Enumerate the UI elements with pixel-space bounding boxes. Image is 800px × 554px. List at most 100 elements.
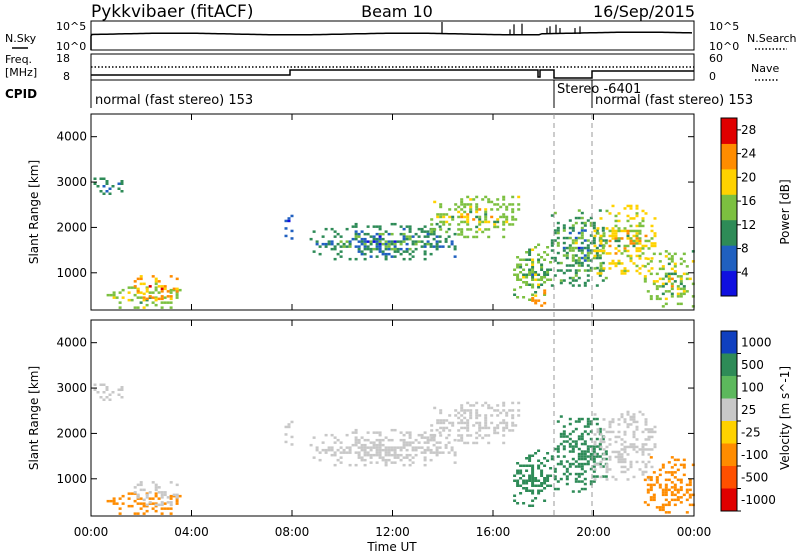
- echo-cell: [496, 414, 500, 417]
- echo-cell: [617, 249, 621, 253]
- echo-cell: [145, 287, 149, 291]
- echo-cell: [638, 410, 642, 414]
- power-colorbar-swatch: [721, 143, 737, 170]
- echo-cell: [154, 282, 158, 286]
- echo-cell: [559, 279, 563, 282]
- echo-cell: [345, 227, 349, 231]
- echo-cell: [351, 431, 355, 434]
- echo-cell: [381, 458, 385, 462]
- echo-cell: [649, 483, 653, 487]
- echo-cell: [658, 277, 662, 281]
- echo-cell: [644, 420, 648, 424]
- echo-cell: [487, 235, 491, 239]
- echo-cell: [537, 261, 541, 264]
- echo-cell: [673, 498, 677, 502]
- echo-cell: [457, 228, 461, 231]
- echo-cell: [593, 453, 597, 456]
- y-tick-label: 1000: [56, 472, 87, 486]
- echo-cell: [148, 497, 152, 500]
- echo-cell: [445, 230, 449, 234]
- echo-cell: [426, 235, 430, 238]
- echo-cell: [136, 496, 140, 499]
- echo-cell: [463, 411, 467, 415]
- echo-cell: [611, 420, 615, 424]
- echo-cell: [604, 457, 608, 461]
- echo-cell: [682, 473, 686, 477]
- echo-cell: [531, 482, 535, 485]
- echo-cell: [439, 213, 443, 216]
- echo-cell: [514, 218, 518, 221]
- echo-cell: [457, 223, 461, 226]
- echo-cell: [531, 477, 535, 480]
- echo-cell: [685, 488, 689, 492]
- echo-cell: [375, 453, 379, 457]
- echo-cell: [519, 266, 523, 269]
- echo-cell: [682, 466, 686, 469]
- echo-cell: [614, 435, 618, 439]
- echo-cell: [531, 293, 535, 296]
- echo-cell: [620, 470, 624, 474]
- echo-cell: [145, 509, 149, 513]
- echo-cell: [405, 443, 409, 447]
- echo-cell: [481, 220, 485, 224]
- velocity-colorbar-tick-label: 100: [741, 380, 764, 394]
- echo-cell: [641, 217, 645, 220]
- echo-cell: [568, 472, 572, 476]
- echo-cell: [577, 269, 581, 272]
- echo-cell: [354, 441, 358, 444]
- echo-cell: [534, 294, 538, 297]
- echo-cell: [517, 208, 521, 211]
- echo-cell: [537, 464, 541, 467]
- echo-cell: [496, 426, 500, 430]
- echo-cell: [583, 457, 587, 461]
- echo-cell: [635, 214, 639, 218]
- echo-cell: [685, 265, 689, 268]
- echo-cell: [586, 455, 590, 458]
- echo-cell: [571, 276, 575, 280]
- echo-cell: [330, 247, 334, 251]
- x-tick-label: 08:00: [275, 525, 310, 539]
- echo-cell: [160, 287, 164, 291]
- echo-cell: [549, 484, 553, 487]
- echo-cell: [324, 433, 328, 437]
- echo-cell: [513, 494, 517, 497]
- velocity-colorbar-tick-label: -25: [741, 425, 761, 439]
- echo-cell: [667, 252, 671, 256]
- echo-cell: [667, 290, 671, 293]
- echo-cell: [601, 229, 605, 232]
- echo-cell: [414, 438, 418, 442]
- echo-cell: [105, 190, 109, 193]
- echo-cell: [592, 239, 596, 242]
- echo-cell: [647, 239, 651, 243]
- echo-cell: [139, 291, 143, 294]
- echo-cell: [592, 256, 596, 260]
- power-colorbar-swatch: [721, 168, 737, 195]
- echo-cell: [360, 446, 364, 449]
- echo-cell: [589, 266, 593, 270]
- echo-cell: [378, 247, 382, 251]
- echo-cell: [649, 486, 653, 489]
- echo-cell: [318, 458, 322, 462]
- echo-cell: [528, 464, 532, 467]
- echo-cell: [142, 488, 146, 492]
- echo-cell: [151, 481, 155, 484]
- echo-cell: [405, 225, 409, 228]
- echo-cell: [453, 232, 457, 236]
- echo-cell: [623, 244, 627, 248]
- echo-cell: [309, 237, 313, 241]
- echo-cell: [469, 198, 473, 201]
- echo-cell: [608, 423, 612, 426]
- echo-cell: [178, 494, 182, 498]
- echo-cell: [487, 406, 491, 410]
- echo-cell: [664, 297, 668, 301]
- echo-cell: [537, 299, 541, 302]
- echo-cell: [531, 276, 535, 279]
- echo-cell: [643, 265, 647, 268]
- echo-cell: [531, 484, 535, 487]
- echo-cell: [650, 435, 654, 439]
- echo-cell: [599, 262, 603, 265]
- echo-cell: [638, 232, 642, 235]
- echo-cell: [490, 200, 494, 204]
- echo-cell: [287, 217, 291, 220]
- echo-cell: [169, 301, 173, 304]
